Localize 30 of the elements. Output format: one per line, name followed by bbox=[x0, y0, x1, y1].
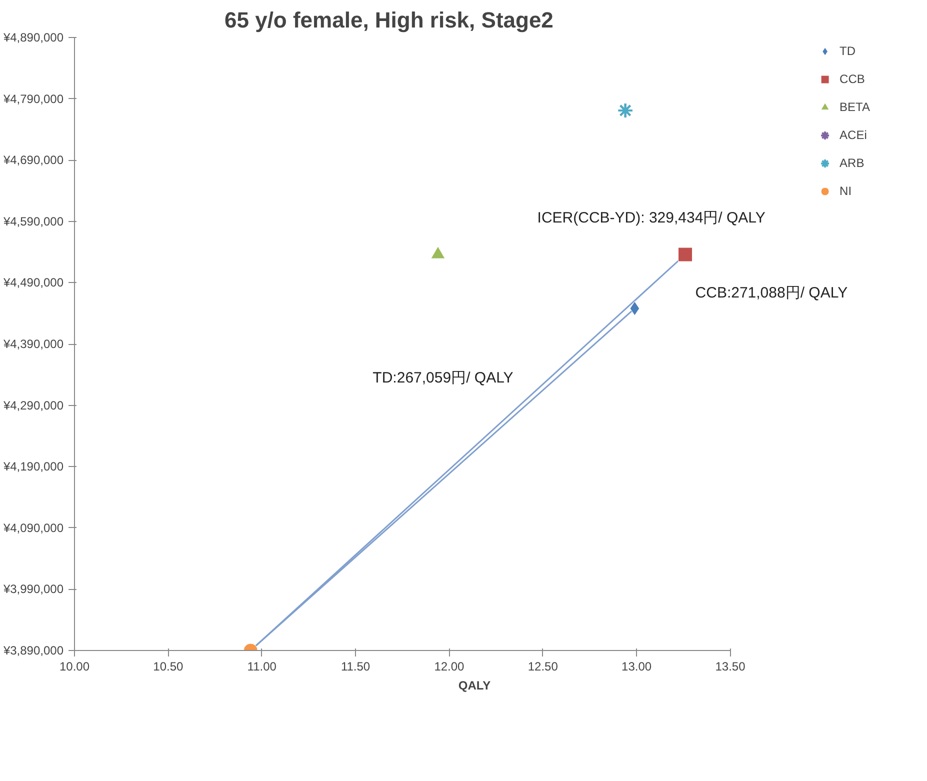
x-tick-label: 11.50 bbox=[340, 660, 370, 674]
chart-title: 65 y/o female, High risk, Stage2 bbox=[224, 8, 554, 32]
legend-label: NI bbox=[840, 184, 853, 198]
x-tick-label: 12.50 bbox=[528, 660, 558, 674]
x-tick-label: 11.00 bbox=[247, 660, 277, 674]
y-tick-label: ¥4,190,000 bbox=[2, 460, 64, 474]
y-tick-label: ¥4,390,000 bbox=[2, 337, 64, 351]
x-tick-label: 12.00 bbox=[434, 660, 465, 674]
legend-label: BETA bbox=[840, 100, 870, 114]
y-tick-label: ¥4,590,000 bbox=[2, 214, 64, 228]
annotation: TD:267,059円/ QALY bbox=[372, 369, 514, 386]
legend-label: TD bbox=[840, 44, 857, 58]
legend-label: ACEi bbox=[840, 128, 867, 142]
y-tick-label: ¥4,290,000 bbox=[2, 398, 64, 412]
x-tick-label: 10.00 bbox=[59, 660, 90, 674]
y-tick-label: ¥3,990,000 bbox=[2, 582, 64, 596]
x-tick-label: 13.00 bbox=[622, 660, 652, 674]
legend-label: ARB bbox=[840, 156, 864, 170]
y-tick-label: ¥4,890,000 bbox=[2, 30, 64, 44]
legend-label: CCB bbox=[840, 72, 865, 86]
annotation: CCB:271,088円/ QALY bbox=[695, 284, 848, 302]
y-tick-label: ¥4,090,000 bbox=[2, 520, 64, 535]
y-tick-label: ¥4,790,000 bbox=[2, 92, 64, 106]
y-tick-label: ¥4,690,000 bbox=[2, 153, 64, 168]
annotation: ICER(CCB-YD): 329,434円/ QALY bbox=[537, 210, 766, 226]
x-tick-label: 10.50 bbox=[153, 660, 184, 674]
x-tick-label: 13.50 bbox=[715, 660, 746, 674]
y-tick-label: ¥3,890,000 bbox=[2, 644, 64, 658]
y-tick-label: ¥4,490,000 bbox=[2, 276, 64, 290]
x-axis-title: QALY bbox=[458, 678, 491, 692]
